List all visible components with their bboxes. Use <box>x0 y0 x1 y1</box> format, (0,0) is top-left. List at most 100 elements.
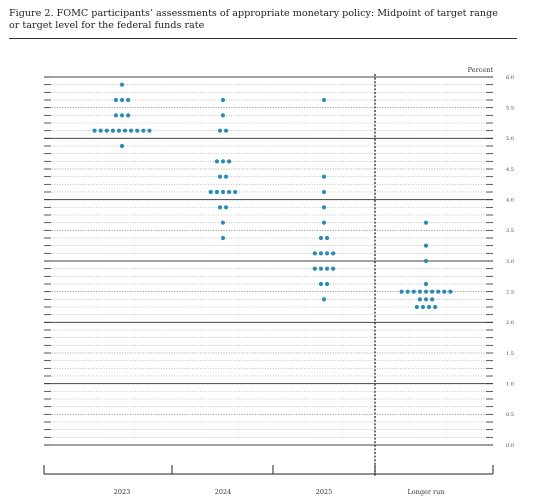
dot-marker <box>423 289 429 294</box>
dot-marker <box>423 281 429 287</box>
dot-marker <box>220 97 226 103</box>
y-tick-label: 1.5 <box>506 351 514 357</box>
dot-marker <box>321 205 327 210</box>
dot-marker <box>448 289 453 294</box>
dot-marker <box>312 266 317 271</box>
y-tick-label: 2.5 <box>506 289 514 295</box>
dot-marker <box>122 128 128 133</box>
grid-lines <box>44 76 493 446</box>
dot-marker <box>321 189 327 195</box>
dot-marker <box>110 128 115 133</box>
dot-marker <box>214 159 219 164</box>
dot-marker <box>318 281 324 287</box>
dot-marker <box>220 235 226 241</box>
dot-marker <box>399 289 404 294</box>
dot-marker <box>113 113 118 118</box>
x-category-labels: 2023 2024 2025 Longer run <box>114 488 445 496</box>
x-category-label: 2024 <box>215 488 232 496</box>
dot-marker <box>135 128 140 133</box>
dot-marker <box>436 289 441 294</box>
caption-line-1: Figure 2. FOMC participants’ assessments… <box>9 8 498 19</box>
axes <box>43 74 494 477</box>
y-axis-unit-label: Percent <box>468 66 494 74</box>
dot-marker <box>147 128 152 133</box>
caption-rule <box>9 38 517 39</box>
dot-marker <box>324 266 330 271</box>
dot-marker <box>321 220 327 225</box>
dot-marker <box>420 304 426 310</box>
dot-marker <box>227 159 232 164</box>
dot-marker <box>318 266 324 271</box>
dot-marker <box>223 205 229 210</box>
dot-marker <box>119 82 125 87</box>
dot-marker <box>208 189 213 195</box>
dot-marker <box>331 266 336 271</box>
dot-marker <box>217 205 223 210</box>
caption-line-2: or target level for the federal funds ra… <box>9 20 205 31</box>
dot-marker <box>220 189 226 195</box>
figure-caption: Figure 2. FOMC participants’ assessments… <box>9 8 524 32</box>
dot-marker <box>411 289 416 294</box>
y-tick-label: 3.0 <box>506 259 514 265</box>
y-tick-label: 1.0 <box>506 381 514 387</box>
dot-marker <box>331 251 336 256</box>
dot-marker <box>129 128 134 133</box>
y-tick-label: 6.0 <box>506 75 514 81</box>
dot-marker <box>414 304 419 310</box>
dot-marker <box>321 174 327 179</box>
x-category-label: 2023 <box>114 488 131 496</box>
dot-marker <box>324 281 330 287</box>
x-category-label: 2025 <box>316 488 333 496</box>
dot-marker <box>426 304 432 310</box>
dot-marker <box>214 189 219 195</box>
dot-marker <box>321 97 327 103</box>
dot-marker <box>405 289 410 294</box>
dot-marker <box>227 189 232 195</box>
dot-marker <box>119 97 125 103</box>
dot-marker <box>321 297 327 302</box>
dot-marker <box>417 297 422 302</box>
dot-marker <box>116 128 122 133</box>
dot-marker <box>324 251 330 256</box>
dot-marker <box>223 128 229 133</box>
y-tick-label: 2.0 <box>506 320 514 326</box>
y-tick-label: 0.0 <box>506 443 514 449</box>
dot-marker <box>423 243 429 248</box>
dot-marker <box>233 189 238 195</box>
dot-marker <box>423 297 429 302</box>
y-tick-label: 4.5 <box>506 167 514 173</box>
dot-marker <box>417 289 422 294</box>
dot-marker <box>217 174 223 179</box>
dot-marker <box>113 97 118 103</box>
dot-marker <box>430 289 435 294</box>
dot-marker <box>423 220 429 225</box>
y-tick-labels: 0.0 0.5 1.0 1.5 2.0 2.5 3.0 3.5 4.0 4.5 5.0 5.5 6.0 <box>506 75 514 449</box>
dot-marker <box>126 113 131 118</box>
dot-marker <box>430 297 435 302</box>
dot-marker <box>220 113 226 118</box>
y-tick-label: 4.0 <box>506 197 514 203</box>
dot-marker <box>220 220 226 225</box>
dot-marker <box>220 159 226 164</box>
dot-marker <box>217 128 223 133</box>
x-category-label: Longer run <box>407 488 444 496</box>
dot-marker <box>318 235 324 241</box>
y-tick-label: 5.0 <box>506 136 514 142</box>
dot-marker <box>126 97 131 103</box>
dot-marker <box>141 128 146 133</box>
y-tick-label: 0.5 <box>506 412 514 418</box>
dot-marker <box>92 128 97 133</box>
dots <box>92 82 453 310</box>
dot-marker <box>104 128 109 133</box>
dot-marker <box>223 174 229 179</box>
dot-marker <box>119 143 125 149</box>
dot-marker <box>119 113 125 118</box>
dot-marker <box>442 289 447 294</box>
dot-marker <box>324 235 330 241</box>
dot-marker <box>98 128 103 133</box>
dot-marker <box>312 251 317 256</box>
dot-marker <box>433 304 438 310</box>
y-tick-label: 5.5 <box>506 105 514 111</box>
y-tick-label: 3.5 <box>506 228 514 234</box>
